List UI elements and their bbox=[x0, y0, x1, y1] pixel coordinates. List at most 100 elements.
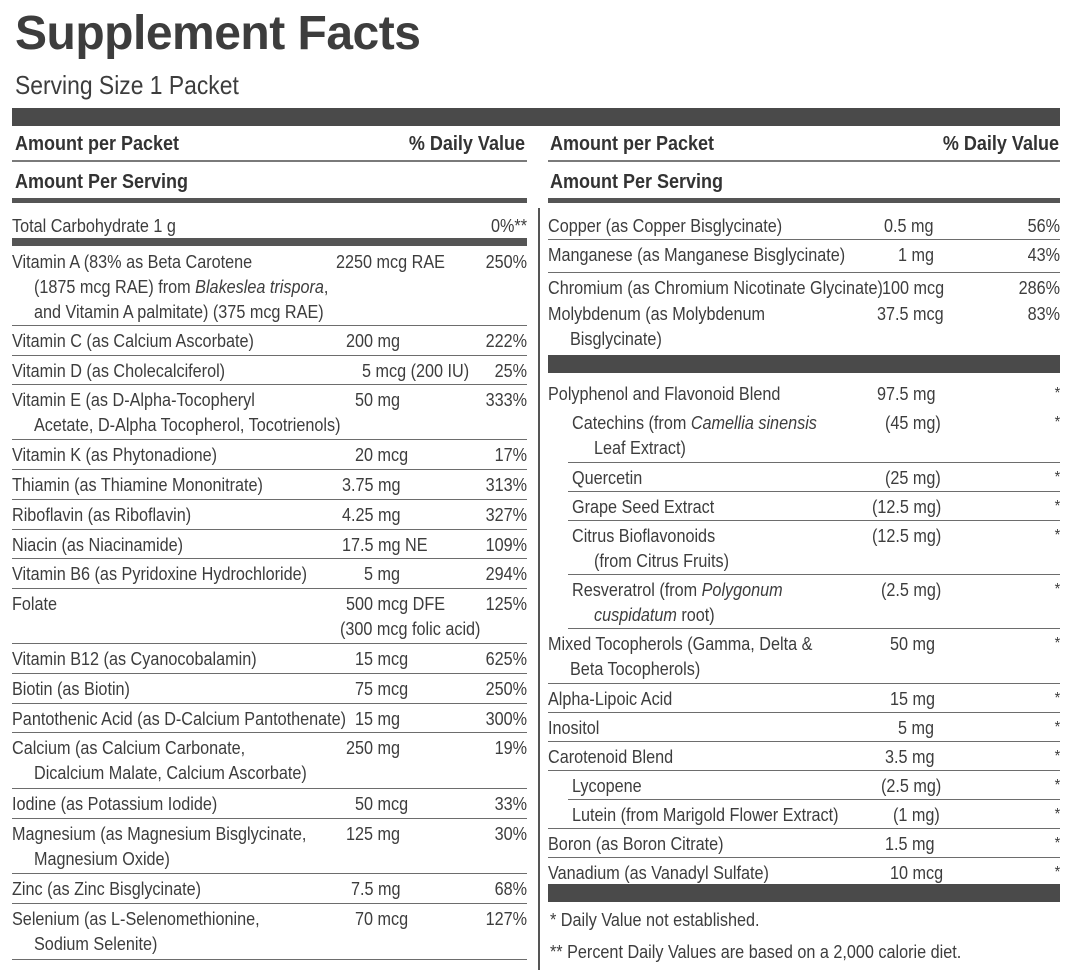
table-row: Riboflavin (as Riboflavin) 4.25 mg 327% bbox=[12, 500, 527, 530]
table-row: Boron (as Boron Citrate) 1.5 mg * bbox=[548, 829, 1060, 858]
left-nutrient-list: Total Carbohydrate 1 g 0%** Vitamin A (8… bbox=[12, 211, 527, 960]
daily-value: 17% bbox=[494, 445, 527, 465]
nutrient-amount: 5 mg bbox=[364, 564, 401, 584]
nutrient-amount: 15 mcg bbox=[355, 649, 409, 669]
daily-value: * bbox=[1054, 581, 1060, 598]
nutrient-name: Molybdenum (as Molybdenum bbox=[548, 304, 766, 324]
table-row: Inositol 5 mg * bbox=[548, 713, 1060, 742]
nutrient-name: Vitamin K (as Phytonadione) bbox=[12, 445, 218, 465]
nutrient-name-line2: Dicalcium Malate, Calcium Ascorbate) bbox=[34, 763, 307, 783]
table-row: Total Carbohydrate 1 g 0%** bbox=[12, 211, 527, 238]
nutrient-amount: 7.5 mg bbox=[351, 879, 401, 899]
daily-value: 127% bbox=[485, 909, 527, 929]
table-row: Selenium (as L-Selenomethionine, Sodium … bbox=[12, 904, 527, 960]
nutrient-name-line2: Bisglycinate) bbox=[570, 329, 662, 349]
nutrient-name: Zinc (as Zinc Bisglycinate) bbox=[12, 879, 202, 899]
nutrient-name-line2: cuspidatum root) bbox=[594, 605, 715, 625]
footnote-calorie-diet: ** Percent Daily Values are based on a 2… bbox=[550, 942, 962, 962]
nutrient-name: Vitamin C (as Calcium Ascorbate) bbox=[12, 331, 254, 351]
daily-value: 0%** bbox=[490, 216, 527, 236]
table-row: Iodine (as Potassium Iodide) 50 mcg 33% bbox=[12, 789, 527, 819]
nutrient-amount: 125 mg bbox=[346, 824, 401, 844]
nutrient-name: Resveratrol (from Polygonum bbox=[572, 580, 783, 600]
nutrient-name: Vitamin A (83% as Beta Carotene bbox=[12, 252, 253, 272]
nutrient-amount: 50 mg bbox=[355, 390, 401, 410]
table-row: Lutein (from Marigold Flower Extract) (1… bbox=[548, 800, 1060, 829]
daily-value: 30% bbox=[494, 824, 527, 844]
table-row: Quercetin (25 mg) * bbox=[568, 463, 1060, 492]
right-mineral-list: Copper (as Copper Bisglycinate) 0.5 mg 5… bbox=[548, 211, 1060, 355]
right-header-rule bbox=[548, 160, 1060, 162]
table-row: Chromium (as Chromium Nicotinate Glycina… bbox=[548, 273, 1060, 299]
right-amount-per-serving: Amount Per Serving bbox=[550, 171, 724, 193]
nutrient-amount: 5 mg bbox=[898, 718, 935, 738]
nutrient-amount: (2.5 mg) bbox=[881, 580, 942, 600]
daily-value: 83% bbox=[1027, 304, 1060, 324]
nutrient-name-line2: Acetate, D-Alpha Tocopherol, Tocotrienol… bbox=[34, 415, 341, 435]
nutrient-amount: 4.25 mg bbox=[342, 505, 401, 525]
daily-value: 19% bbox=[494, 738, 527, 758]
nutrient-amount: 500 mcg DFE bbox=[346, 594, 446, 614]
daily-value: 333% bbox=[485, 390, 527, 410]
nutrient-name-line2: Magnesium Oxide) bbox=[34, 849, 170, 869]
daily-value: * bbox=[1054, 806, 1060, 823]
table-row: Mixed Tocopherols (Gamma, Delta & Beta T… bbox=[548, 629, 1060, 684]
daily-value: * bbox=[1054, 777, 1060, 794]
nutrient-amount: 17.5 mg NE bbox=[342, 535, 428, 555]
nutrient-amount: (2.5 mg) bbox=[881, 776, 942, 796]
nutrient-name-line2: Leaf Extract) bbox=[594, 438, 686, 458]
daily-value: 25% bbox=[494, 361, 527, 381]
nutrient-amount: 1 mg bbox=[898, 245, 935, 265]
daily-value: 327% bbox=[485, 505, 527, 525]
daily-value: 222% bbox=[485, 331, 527, 351]
table-row: Resveratrol (from Polygonum cuspidatum r… bbox=[568, 575, 1060, 629]
bottom-bar bbox=[548, 884, 1060, 902]
daily-value: 313% bbox=[485, 475, 527, 495]
nutrient-amount: 37.5 mcg bbox=[877, 304, 944, 324]
nutrient-name: Thiamin (as Thiamine Mononitrate) bbox=[12, 475, 263, 495]
nutrient-amount: 2250 mcg RAE bbox=[336, 252, 445, 272]
nutrient-name: Vanadium (as Vanadyl Sulfate) bbox=[548, 863, 769, 883]
nutrient-name-line2: Beta Tocopherols) bbox=[570, 659, 701, 679]
table-row: Carotenoid Blend 3.5 mg * bbox=[548, 742, 1060, 771]
daily-value: 43% bbox=[1027, 245, 1060, 265]
daily-value: * bbox=[1054, 719, 1060, 736]
table-row: Calcium (as Calcium Carbonate, Dicalcium… bbox=[12, 733, 527, 789]
nutrient-name: Niacin (as Niacinamide) bbox=[12, 535, 184, 555]
table-row: Copper (as Copper Bisglycinate) 0.5 mg 5… bbox=[548, 211, 1060, 240]
table-row: Polyphenol and Flavonoid Blend 97.5 mg * bbox=[548, 379, 1060, 408]
nutrient-name: Riboflavin (as Riboflavin) bbox=[12, 505, 192, 525]
serving-size: Serving Size 1 Packet bbox=[15, 70, 239, 100]
daily-value: 125% bbox=[485, 594, 527, 614]
table-row: Vitamin B12 (as Cyanocobalamin) 15 mcg 6… bbox=[12, 644, 527, 674]
right-serving-rule bbox=[548, 198, 1060, 203]
nutrient-amount: (12.5 mg) bbox=[872, 497, 942, 517]
nutrient-amount: 75 mcg bbox=[355, 679, 409, 699]
nutrient-name: Boron (as Boron Citrate) bbox=[548, 834, 724, 854]
nutrient-name: Catechins (from Camellia sinensis bbox=[572, 413, 817, 433]
nutrient-name: Inositol bbox=[548, 718, 600, 738]
nutrient-amount: 250 mg bbox=[346, 738, 401, 758]
table-row: Grape Seed Extract (12.5 mg) * bbox=[568, 492, 1060, 521]
column-divider bbox=[538, 208, 540, 970]
table-row: Thiamin (as Thiamine Mononitrate) 3.75 m… bbox=[12, 470, 527, 500]
nutrient-amount: (25 mg) bbox=[885, 468, 941, 488]
nutrient-name: Pantothenic Acid (as D-Calcium Pantothen… bbox=[12, 709, 347, 729]
nutrient-amount: 50 mg bbox=[890, 634, 936, 654]
nutrient-name: Folate bbox=[12, 594, 58, 614]
table-row: Pantothenic Acid (as D-Calcium Pantothen… bbox=[12, 704, 527, 733]
nutrient-amount: 200 mg bbox=[346, 331, 401, 351]
nutrient-amount: 1.5 mg bbox=[885, 834, 935, 854]
table-row: Zinc (as Zinc Bisglycinate) 7.5 mg 68% bbox=[12, 874, 527, 904]
nutrient-name-line3: and Vitamin A palmitate) (375 mcg RAE) bbox=[34, 302, 324, 322]
daily-value: * bbox=[1054, 498, 1060, 515]
nutrient-name: Vitamin E (as D-Alpha-Tocopheryl bbox=[12, 390, 255, 410]
daily-value: 250% bbox=[485, 252, 527, 272]
nutrient-amount: 5 mcg (200 IU) bbox=[362, 361, 470, 381]
nutrient-name: Vitamin B6 (as Pyridoxine Hydrochloride) bbox=[12, 564, 308, 584]
table-row: Folate 500 mcg DFE (300 mcg folic acid) … bbox=[12, 589, 527, 644]
nutrient-amount-line2: (300 mcg folic acid) bbox=[340, 619, 481, 639]
nutrient-name: Polyphenol and Flavonoid Blend bbox=[548, 384, 781, 404]
nutrient-amount: (12.5 mg) bbox=[872, 526, 942, 546]
nutrient-name: Iodine (as Potassium Iodide) bbox=[12, 794, 218, 814]
